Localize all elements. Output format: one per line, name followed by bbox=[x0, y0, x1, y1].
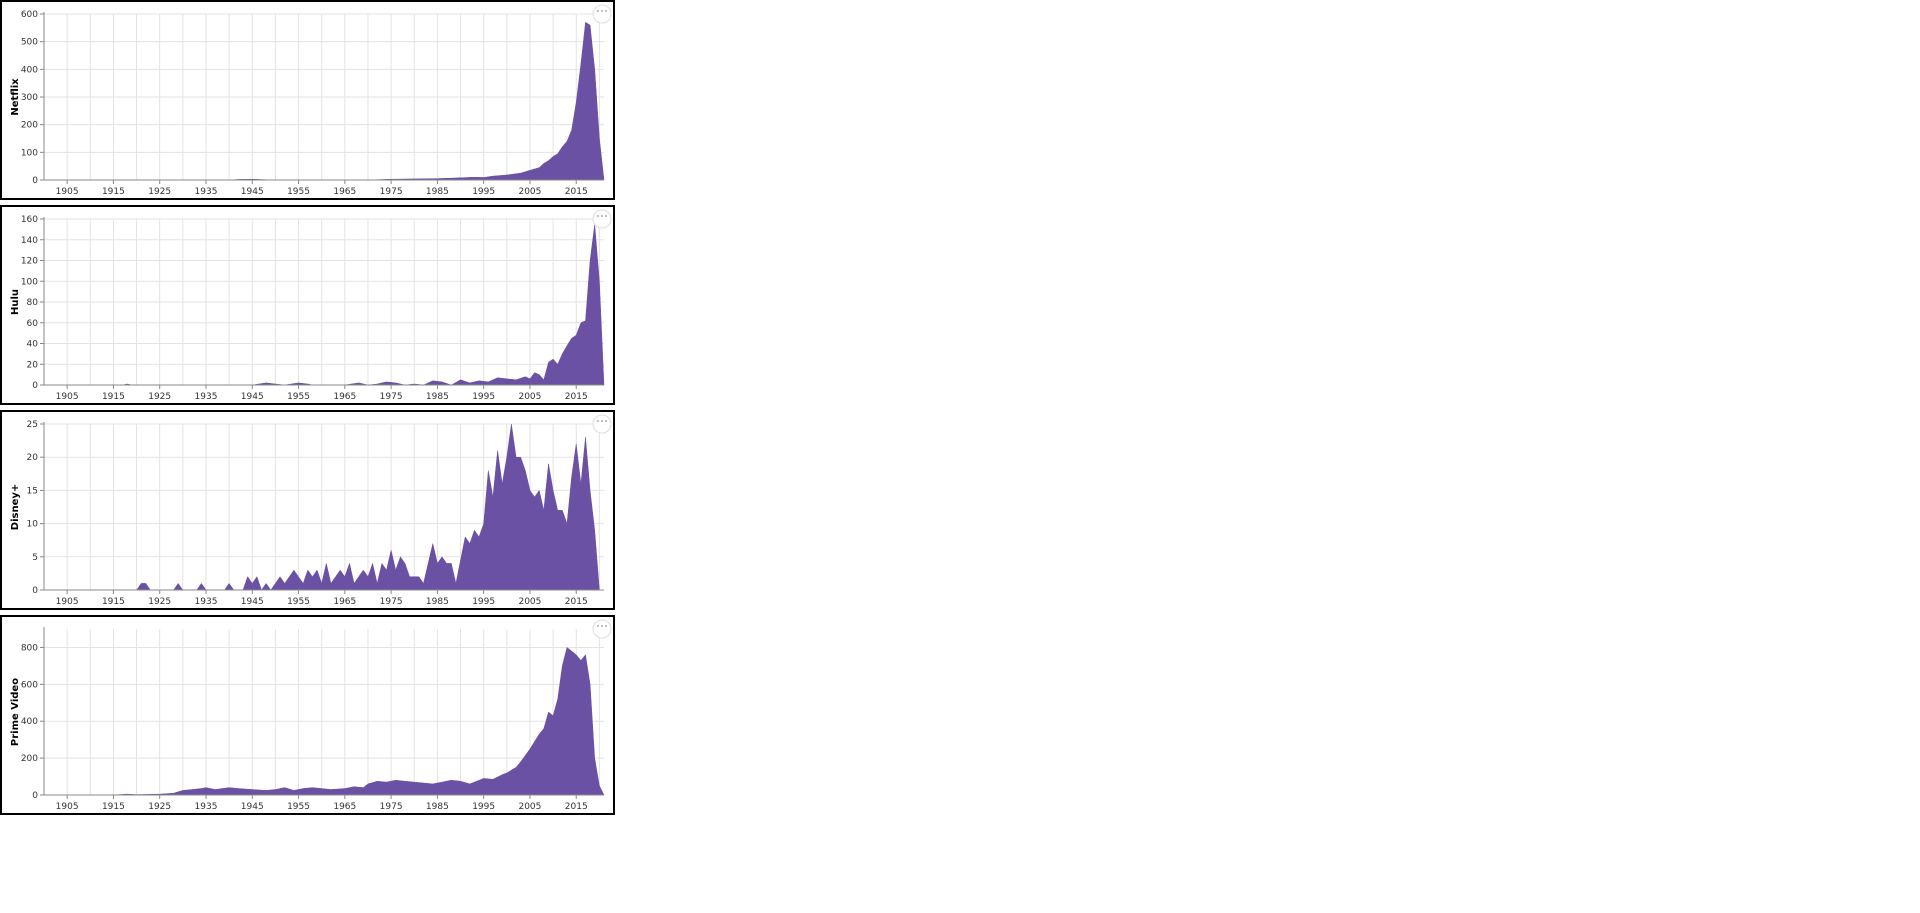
prime-video-area-chart: 0 200 400 600 800 1905 1915 1925 1935 1945 1955 196… bbox=[10, 619, 612, 812]
x-tick-label: 1945 bbox=[241, 802, 264, 812]
x-tick-label: 2015 bbox=[565, 802, 588, 812]
disney-y-axis-title: Disney+ bbox=[10, 484, 21, 530]
y-tick-label: 400 bbox=[21, 717, 38, 727]
x-tick-label: 1985 bbox=[426, 597, 449, 607]
prime-video-y-axis-title: Prime Video bbox=[10, 678, 21, 746]
netflix-y-axis-title: Netflix bbox=[10, 78, 21, 116]
x-tick-label: 1985 bbox=[426, 187, 449, 197]
y-tick-label: 25 bbox=[27, 420, 38, 430]
disney-plus-area-chart: 0 5 10 15 20 25 1905 1915 1925 1935 1945 1955 1965 19… bbox=[10, 414, 612, 607]
y-tick-label: 600 bbox=[21, 10, 38, 20]
y-tick-label: 10 bbox=[27, 520, 39, 530]
x-tick-label: 1965 bbox=[333, 802, 356, 812]
x-tick-label: 1945 bbox=[241, 187, 264, 197]
x-tick-label: 1995 bbox=[472, 392, 495, 402]
prime-video-area-series bbox=[44, 646, 605, 796]
disney-area-series bbox=[44, 423, 600, 591]
netflix-area-chart: 0 100 200 300 400 500 600 1905 1915 1925 1935 1945 1… bbox=[10, 4, 612, 197]
x-tick-label: 2005 bbox=[518, 802, 541, 812]
x-tick-label: 2015 bbox=[565, 597, 588, 607]
x-tick-label: 1945 bbox=[241, 597, 264, 607]
x-tick-label: 1985 bbox=[426, 802, 449, 812]
x-tick-label: 1925 bbox=[148, 597, 171, 607]
y-tick-label: 500 bbox=[21, 38, 38, 48]
x-tick-label: 1955 bbox=[287, 597, 310, 607]
chart-panel-disney-plus: 0 5 10 15 20 25 1905 1915 1925 1935 1945 1955 1965 19… bbox=[0, 410, 615, 610]
x-tick-label: 1965 bbox=[333, 187, 356, 197]
netflix-area-series bbox=[44, 21, 605, 181]
x-tick-label: 1965 bbox=[333, 392, 356, 402]
x-tick-label: 1955 bbox=[287, 802, 310, 812]
y-tick-label: 800 bbox=[21, 643, 38, 653]
y-tick-label: 20 bbox=[27, 360, 39, 370]
x-tick-label: 1905 bbox=[56, 597, 79, 607]
y-tick-label: 0 bbox=[32, 176, 38, 186]
x-tick-label: 1905 bbox=[56, 802, 79, 812]
x-tick-label: 2005 bbox=[518, 187, 541, 197]
x-tick-label: 1975 bbox=[380, 392, 403, 402]
y-tick-label: 100 bbox=[21, 148, 38, 158]
x-tick-label: 1915 bbox=[102, 597, 125, 607]
y-tick-label: 0 bbox=[32, 791, 38, 801]
chart-panel-netflix: 0 100 200 300 400 500 600 1905 1915 1925 1935 1945 1… bbox=[0, 0, 615, 200]
chart-panel-prime-video: 0 200 400 600 800 1905 1915 1925 1935 1945 1955 196… bbox=[0, 615, 615, 815]
x-tick-label: 1915 bbox=[102, 802, 125, 812]
x-tick-label: 1975 bbox=[380, 597, 403, 607]
x-tick-label: 1945 bbox=[241, 392, 264, 402]
y-tick-label: 0 bbox=[32, 586, 38, 596]
chart-actions-menu-icon[interactable] bbox=[592, 414, 612, 434]
y-tick-label: 140 bbox=[21, 236, 38, 246]
y-tick-label: 300 bbox=[21, 93, 38, 103]
x-tick-label: 2015 bbox=[565, 392, 588, 402]
chart-actions-menu-icon[interactable] bbox=[592, 619, 612, 639]
chart-actions-menu-icon[interactable] bbox=[592, 209, 612, 229]
x-tick-label: 1935 bbox=[195, 392, 218, 402]
x-tick-label: 1905 bbox=[56, 187, 79, 197]
x-tick-label: 1935 bbox=[195, 802, 218, 812]
x-tick-label: 1925 bbox=[148, 392, 171, 402]
y-tick-label: 5 bbox=[32, 553, 38, 563]
y-tick-label: 15 bbox=[27, 486, 38, 496]
y-tick-label: 20 bbox=[27, 453, 39, 463]
hulu-area-series bbox=[44, 224, 605, 386]
y-tick-label: 60 bbox=[27, 319, 39, 329]
x-tick-label: 2005 bbox=[518, 597, 541, 607]
x-tick-label: 1965 bbox=[333, 597, 356, 607]
x-tick-label: 1935 bbox=[195, 187, 218, 197]
y-tick-label: 160 bbox=[21, 215, 38, 225]
x-tick-label: 1925 bbox=[148, 187, 171, 197]
y-tick-label: 200 bbox=[21, 121, 38, 131]
hulu-y-axis-title: Hulu bbox=[10, 289, 21, 315]
x-tick-label: 1915 bbox=[102, 187, 125, 197]
x-tick-label: 1955 bbox=[287, 392, 310, 402]
x-tick-label: 1995 bbox=[472, 802, 495, 812]
chart-panel-hulu: 0 20 40 60 80 100 120 140 160 1905 1915 1925 1935 194… bbox=[0, 205, 615, 405]
y-tick-label: 100 bbox=[21, 277, 38, 287]
x-tick-label: 1915 bbox=[102, 392, 125, 402]
x-tick-label: 2005 bbox=[518, 392, 541, 402]
x-tick-label: 1975 bbox=[380, 187, 403, 197]
x-tick-label: 1995 bbox=[472, 597, 495, 607]
y-tick-label: 200 bbox=[21, 754, 38, 764]
x-tick-label: 1995 bbox=[472, 187, 495, 197]
y-tick-label: 0 bbox=[32, 381, 38, 391]
y-tick-label: 600 bbox=[21, 680, 38, 690]
y-tick-label: 400 bbox=[21, 65, 38, 75]
x-tick-label: 1905 bbox=[56, 392, 79, 402]
x-tick-label: 2015 bbox=[565, 187, 588, 197]
x-tick-label: 1925 bbox=[148, 802, 171, 812]
hulu-area-chart: 0 20 40 60 80 100 120 140 160 1905 1915 1925 1935 194… bbox=[10, 209, 612, 402]
y-tick-label: 80 bbox=[27, 298, 39, 308]
x-tick-label: 1935 bbox=[195, 597, 218, 607]
x-tick-label: 1975 bbox=[380, 802, 403, 812]
y-tick-label: 40 bbox=[27, 340, 39, 350]
y-tick-label: 120 bbox=[21, 257, 38, 267]
x-tick-label: 1985 bbox=[426, 392, 449, 402]
x-tick-label: 1955 bbox=[287, 187, 310, 197]
chart-actions-menu-icon[interactable] bbox=[592, 4, 612, 24]
